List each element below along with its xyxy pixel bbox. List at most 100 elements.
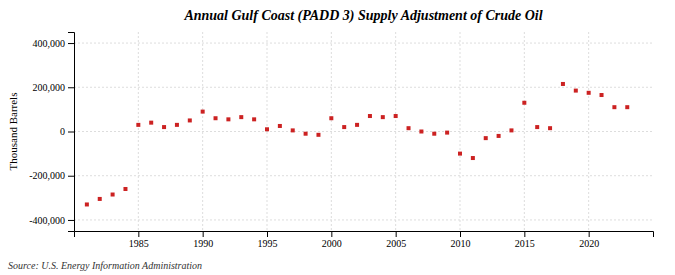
grid-line <box>202 32 203 231</box>
y-axis-label: Thousand Barrels <box>7 93 19 171</box>
tick-label: 2005 <box>386 238 406 249</box>
point <box>291 128 295 132</box>
source: Source: U.S. Energy Information Administ… <box>8 260 202 271</box>
point <box>522 101 526 105</box>
tick-label: 2015 <box>515 238 535 249</box>
point <box>329 116 333 120</box>
tick: 400,000 <box>33 38 75 49</box>
tick-label: 1990 <box>193 238 213 249</box>
tick-mark <box>331 231 332 237</box>
point <box>239 115 243 119</box>
tick-mark <box>267 231 268 237</box>
grid-line <box>74 131 653 132</box>
tick-label: 1985 <box>129 238 149 249</box>
tick-mark <box>203 231 204 237</box>
points <box>85 82 629 207</box>
point <box>625 105 629 109</box>
point <box>252 117 256 121</box>
point <box>136 123 140 127</box>
tick: 2000 <box>322 231 342 249</box>
tick-label: -400,000 <box>29 215 65 226</box>
tick-mark <box>524 231 525 237</box>
point <box>484 136 488 140</box>
point <box>432 132 436 136</box>
tick-label: 2000 <box>322 238 342 249</box>
point <box>445 131 449 135</box>
grid-line <box>331 32 332 231</box>
tick: 2015 <box>515 231 535 249</box>
tick-label: 1995 <box>258 238 278 249</box>
tick: 200,000 <box>33 82 75 93</box>
point <box>278 124 282 128</box>
point <box>342 125 346 129</box>
point <box>600 93 604 97</box>
tick-label: 400,000 <box>33 38 66 49</box>
tick-mark <box>68 132 74 133</box>
tick-mark <box>460 231 461 237</box>
tick-mark <box>138 231 139 237</box>
point <box>201 110 205 114</box>
x-axis: 1985 1990 1995 2000 2005 2010 2015 2020 <box>75 231 654 249</box>
tick-mark <box>396 231 397 237</box>
point <box>497 134 501 138</box>
point <box>214 116 218 120</box>
tick: 1985 <box>129 231 149 249</box>
tick-label: 2020 <box>579 238 599 249</box>
grid-line <box>267 32 268 231</box>
tick-label: 0 <box>60 126 65 137</box>
grid-line <box>74 87 653 88</box>
point <box>316 133 320 137</box>
point <box>265 127 269 131</box>
axis-line <box>68 33 75 232</box>
point <box>162 125 166 129</box>
point <box>535 125 539 129</box>
grid-line <box>74 43 653 44</box>
y-axis: -400,000 -200,000 0 200,000 400,000 <box>29 33 74 232</box>
grid-line <box>74 175 653 176</box>
point <box>394 114 398 118</box>
point <box>149 121 153 125</box>
point <box>574 89 578 93</box>
point <box>458 152 462 156</box>
grid-line <box>460 32 461 231</box>
grid-line <box>395 32 396 231</box>
tick: 2020 <box>579 231 599 249</box>
tick: 2010 <box>451 231 471 249</box>
point <box>561 82 565 86</box>
point <box>98 197 102 201</box>
grid-line <box>74 219 653 220</box>
title: Annual Gulf Coast (PADD 3) Supply Adjust… <box>183 8 542 24</box>
tick-mark <box>68 176 74 177</box>
axis-line <box>75 232 654 238</box>
point <box>226 117 230 121</box>
tick-mark <box>68 43 74 44</box>
point <box>548 126 552 130</box>
point <box>587 91 591 95</box>
tick: 2005 <box>386 231 406 249</box>
point <box>111 193 115 197</box>
point <box>355 123 359 127</box>
grid-line <box>138 32 139 231</box>
point <box>612 105 616 109</box>
tick-label: -200,000 <box>29 170 65 181</box>
tick: 1990 <box>193 231 213 249</box>
grid <box>74 32 653 231</box>
grid-line <box>524 32 525 231</box>
point <box>188 118 192 122</box>
tick-label: 200,000 <box>33 82 66 93</box>
point <box>381 115 385 119</box>
point <box>123 187 127 191</box>
tick: -200,000 <box>29 170 74 181</box>
point <box>175 123 179 127</box>
point <box>471 156 475 160</box>
point <box>509 128 513 132</box>
point <box>407 126 411 130</box>
tick: 1995 <box>258 231 278 249</box>
plot: 1985 1990 1995 2000 2005 2010 2015 2020 -400,000… <box>29 32 653 249</box>
tick: -400,000 <box>29 215 74 226</box>
tick-mark <box>589 231 590 237</box>
chart: 1985 1990 1995 2000 2005 2010 2015 2020 -400,000… <box>0 0 675 275</box>
point <box>419 130 423 134</box>
point <box>85 202 89 206</box>
tick-label: 2010 <box>451 238 471 249</box>
